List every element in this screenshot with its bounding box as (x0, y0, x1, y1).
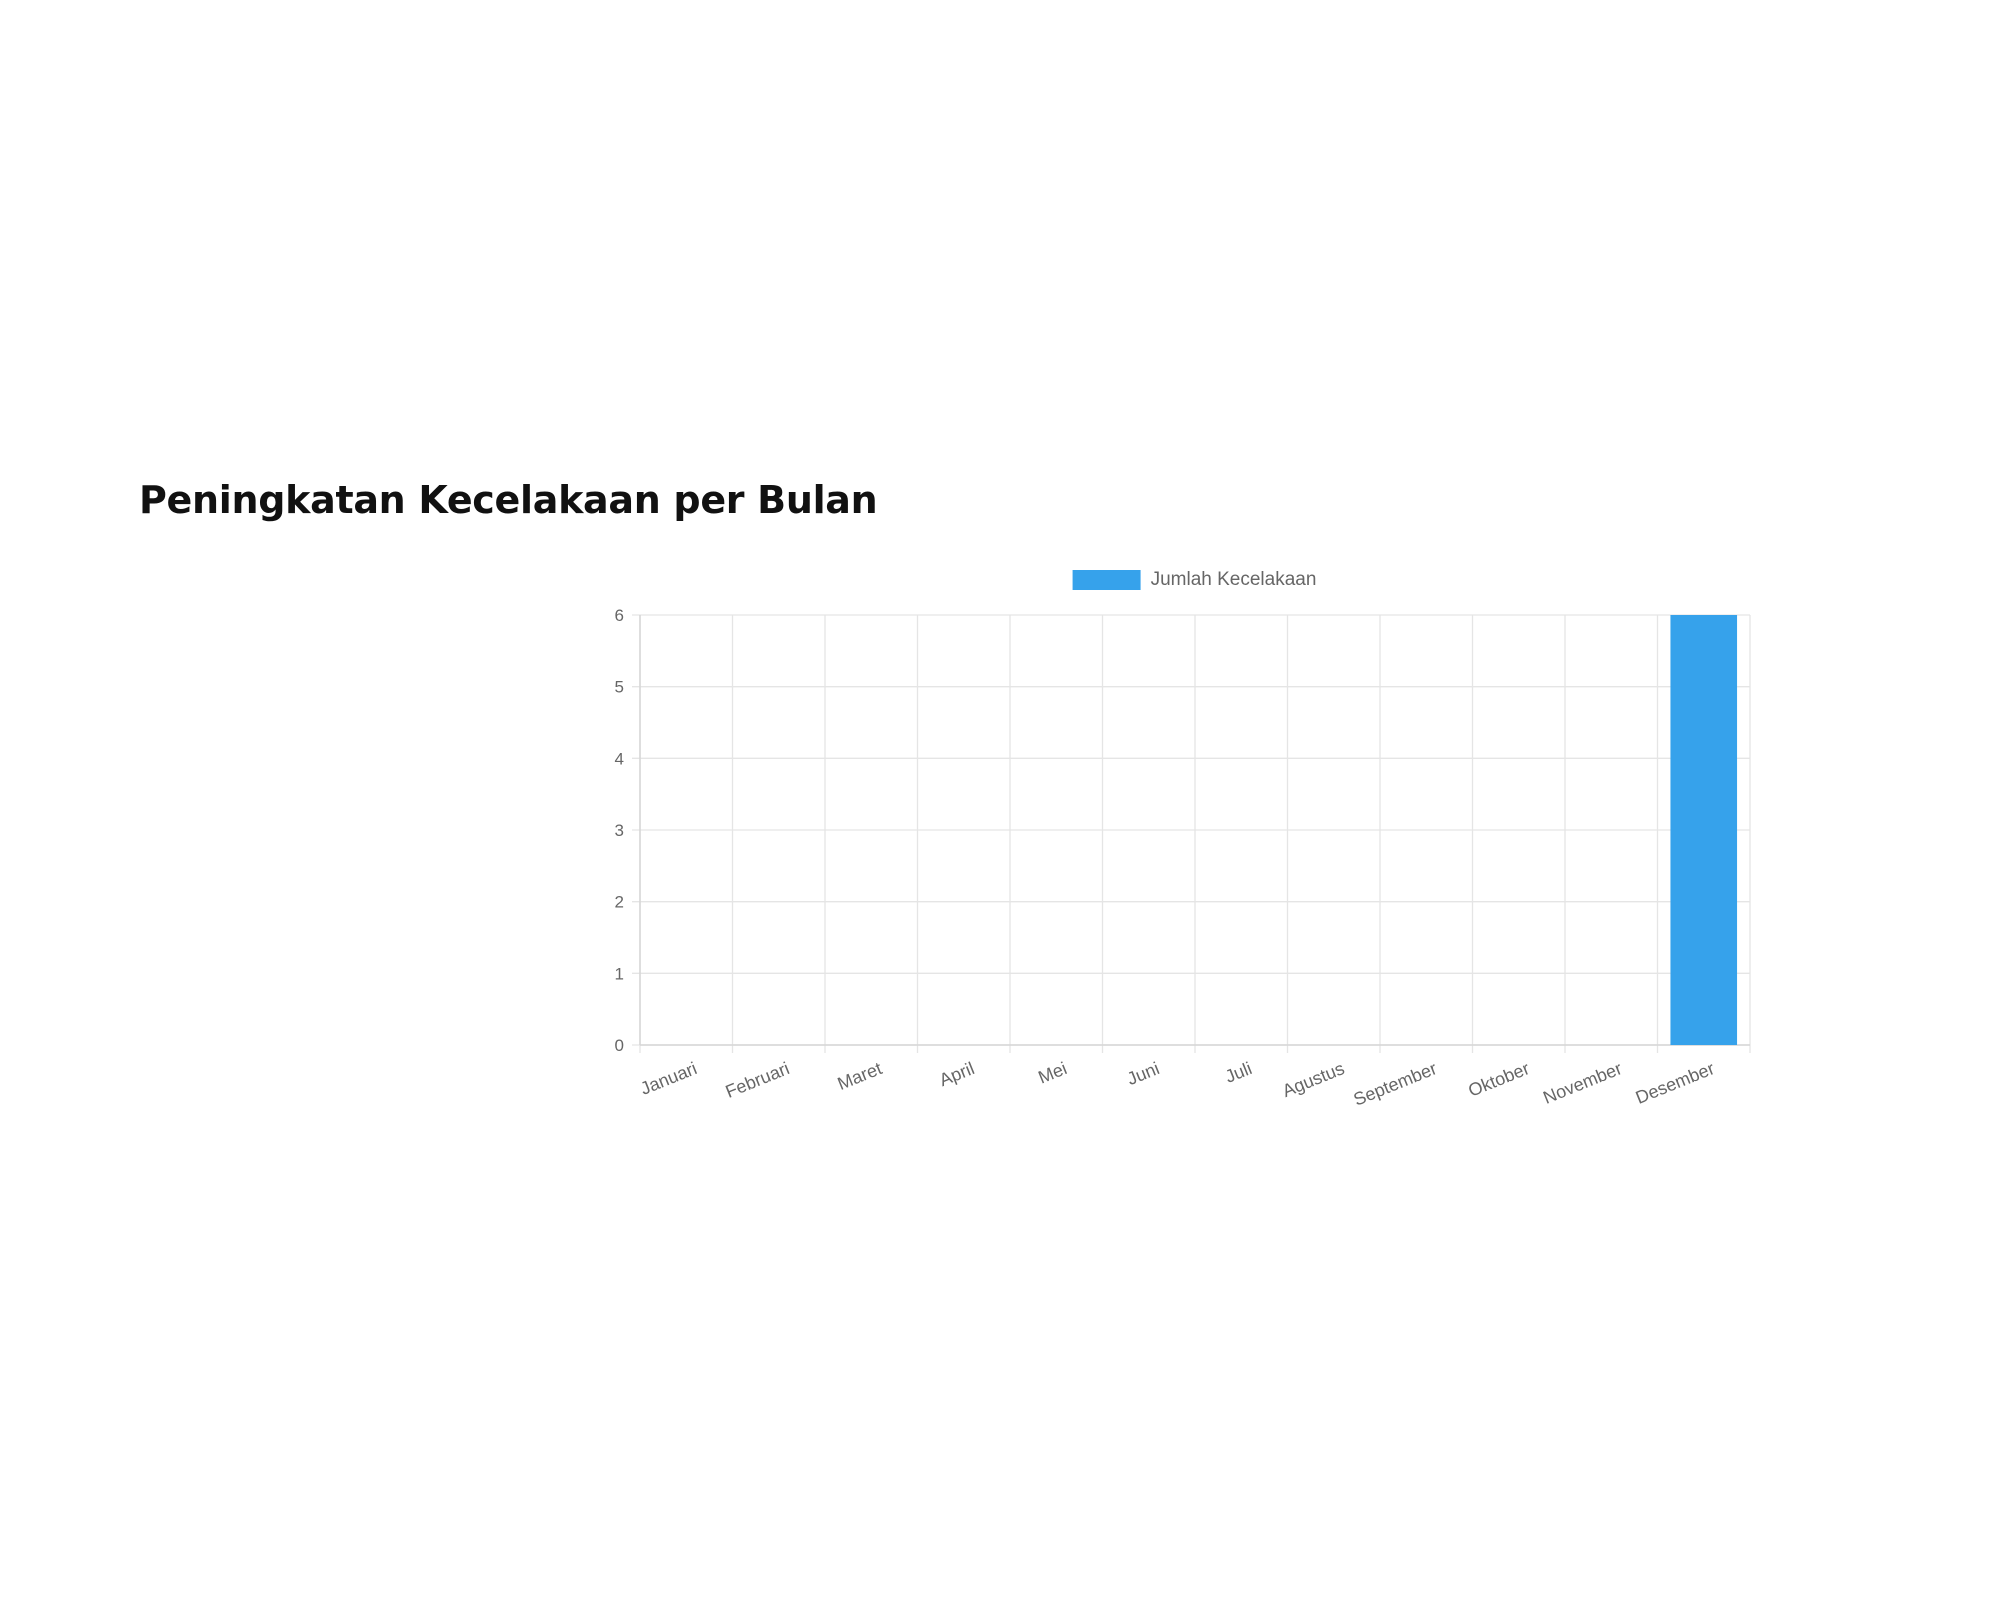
x-tick-label: Januari (638, 1058, 700, 1099)
y-tick-label: 5 (615, 678, 624, 697)
x-tick-label: Oktober (1465, 1058, 1532, 1101)
chart-legend[interactable]: Jumlah Kecelakaan (1072, 569, 1317, 590)
x-tick-label: Februari (723, 1058, 793, 1102)
chart-grid (632, 614, 1751, 1053)
x-tick-label: Juni (1124, 1058, 1162, 1089)
y-tick-label: 0 (615, 1036, 624, 1055)
x-tick-label: September (1351, 1058, 1440, 1110)
x-tick-label: Desember (1633, 1058, 1717, 1108)
y-tick-label: 3 (615, 821, 624, 840)
page-title: Peningkatan Kecelakaan per Bulan (139, 478, 878, 522)
bar-desember[interactable] (1670, 615, 1738, 1045)
y-tick-label: 2 (615, 893, 624, 912)
x-tick-label: Juli (1222, 1058, 1255, 1087)
y-axis: 0 1 2 3 4 5 6 (615, 606, 624, 1055)
x-tick-label: November (1540, 1058, 1624, 1108)
bar-chart: 0 1 2 3 4 5 6 Januari Februari Maret April Mei Juni… (615, 569, 1751, 1110)
y-tick-label: 6 (615, 606, 624, 625)
x-tick-label: April (936, 1058, 977, 1090)
y-tick-label: 4 (615, 749, 624, 768)
x-tick-label: Agustus (1279, 1058, 1347, 1101)
x-tick-label: Maret (835, 1058, 885, 1094)
legend-label: Jumlah Kecelakaan (1151, 569, 1317, 590)
chart-bars (1670, 615, 1738, 1045)
legend-swatch[interactable] (1072, 570, 1141, 590)
chart-container: 0 1 2 3 4 5 6 Januari Februari Maret April Mei Juni… (560, 555, 1760, 1155)
y-tick-label: 1 (615, 964, 624, 983)
x-axis: Januari Februari Maret April Mei Juni Juli Agus… (638, 1058, 1718, 1110)
x-tick-label: Mei (1035, 1058, 1069, 1087)
